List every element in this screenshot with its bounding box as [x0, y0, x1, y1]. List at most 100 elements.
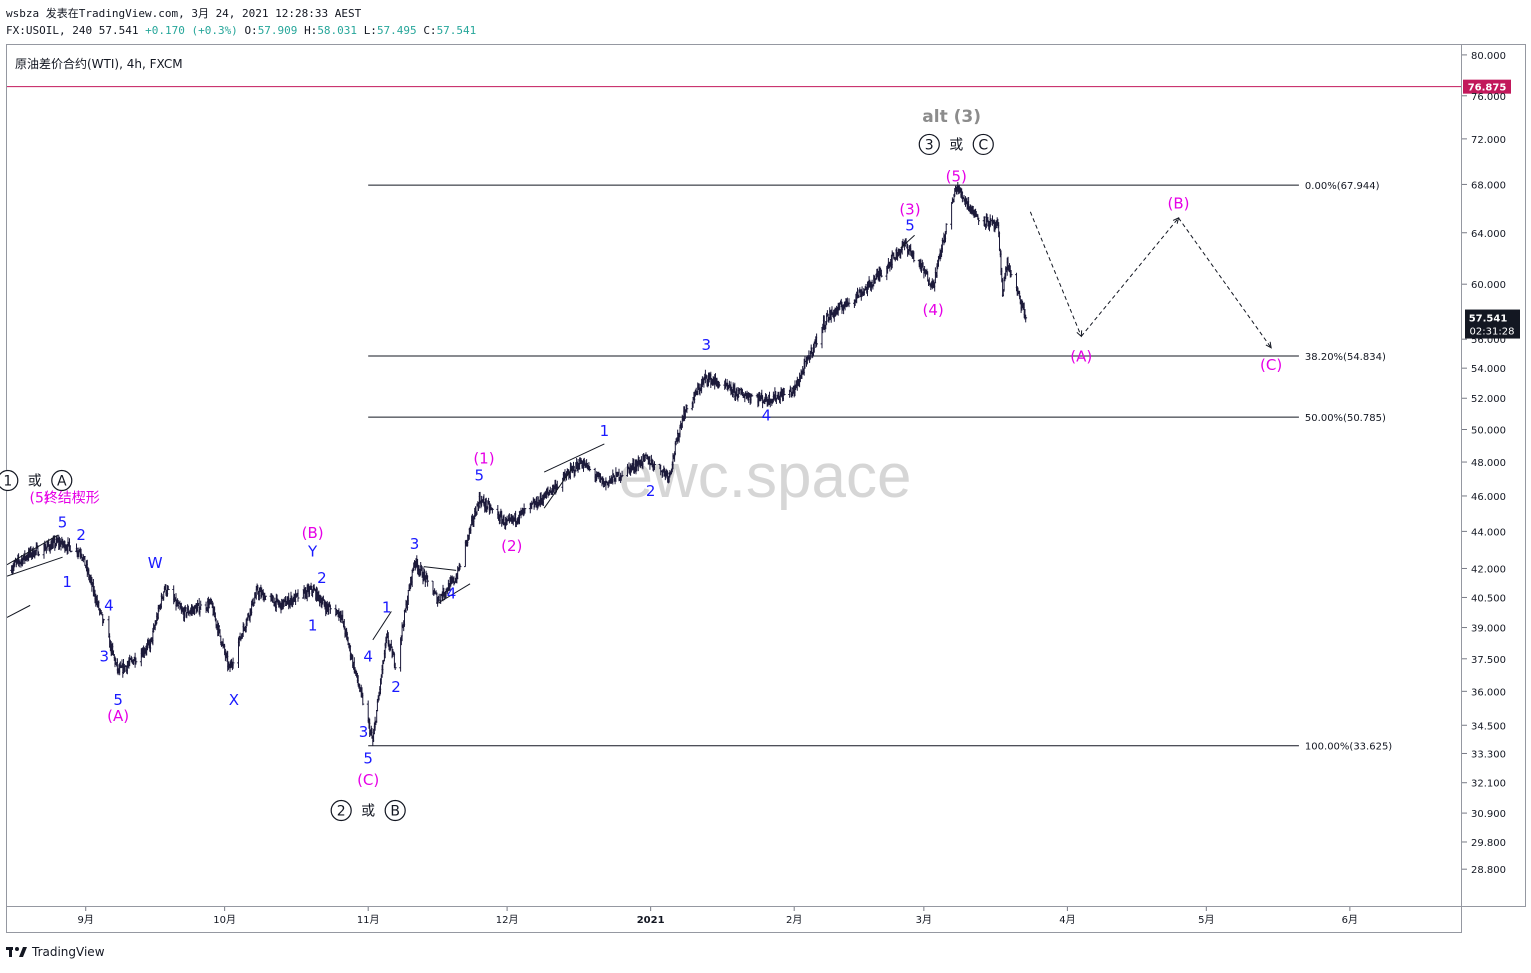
wave-label: 5: [113, 691, 123, 709]
wave-label: (C): [1260, 356, 1282, 374]
degree-circle: [918, 133, 940, 156]
price-axis[interactable]: [1462, 44, 1526, 907]
projection-segment: [1178, 217, 1272, 349]
x-tick-label: 10月: [213, 914, 236, 926]
ohlc-line: FX:USOIL, 240 57.541 +0.170 (+0.3%) O:57…: [6, 22, 476, 39]
y-tick-label: 30.900: [1471, 809, 1506, 820]
y-tick-label: 48.000: [1471, 458, 1506, 469]
wave-label: 1: [382, 598, 392, 616]
y-tick-label: 52.000: [1471, 394, 1506, 405]
wave-label: W: [148, 554, 163, 572]
x-tick-label: 3月: [916, 914, 932, 926]
y-tick-label: 42.000: [1471, 564, 1506, 575]
wave-label: (C): [357, 771, 379, 789]
annotation-label: 终结楔形: [44, 491, 100, 507]
degree-connector: 或: [361, 804, 375, 820]
degree-symbol: 2: [337, 804, 346, 820]
wave-label: 4: [762, 406, 772, 424]
chart-header: wsbza 发表在TradingView.com, 3月 24, 2021 12…: [6, 5, 476, 39]
fib-level-label: 100.00%(33.625): [1305, 742, 1392, 753]
x-tick-label: 2021: [637, 915, 665, 926]
x-tick-label: 6月: [1342, 914, 1358, 926]
open-value: 57.909: [257, 24, 298, 37]
bar-countdown-label: 02:31:28: [1470, 327, 1515, 338]
wave-label: 2: [76, 526, 86, 544]
series-legend: 原油差价合约(WTI), 4h, FXCM: [15, 57, 183, 71]
fib-level-label: 38.20%(54.834): [1305, 352, 1386, 363]
wedge-trendline: [543, 468, 573, 509]
x-tick-label: 11月: [357, 914, 380, 926]
degree-circle: [51, 469, 73, 492]
wave-label: 3: [410, 535, 420, 553]
wave-label: (B): [302, 524, 324, 542]
wave-label: 1: [62, 573, 72, 591]
close-label: C:: [423, 24, 437, 37]
wave-label: X: [229, 691, 239, 709]
annotation-label: alt (3): [922, 107, 981, 127]
degree-circle: [0, 469, 19, 492]
y-tick-label: 28.800: [1471, 865, 1506, 876]
x-tick-label: 4月: [1059, 914, 1075, 926]
change-value: +0.170 (+0.3%): [145, 24, 238, 37]
wave-label: Y: [307, 543, 318, 561]
y-tick-label: 32.100: [1471, 779, 1506, 790]
wedge-trendline: [7, 604, 31, 618]
fib-level-label: 50.00%(50.785): [1305, 413, 1386, 424]
degree-symbol: 3: [925, 137, 934, 153]
y-tick-label: 80.000: [1471, 51, 1506, 62]
y-tick-label: 72.000: [1471, 135, 1506, 146]
y-tick-label: 76.000: [1471, 92, 1506, 103]
wave-label: 5: [905, 216, 915, 234]
wave-label: (B): [1168, 194, 1190, 212]
low-value: 57.495: [376, 24, 417, 37]
wave-label: 2: [391, 678, 401, 696]
y-tick-label: 46.000: [1471, 492, 1506, 503]
y-tick-label: 64.000: [1471, 229, 1506, 240]
x-tick-label: 2月: [786, 914, 802, 926]
alert-price-tag: [1463, 79, 1511, 94]
wedge-trendline: [372, 611, 392, 641]
wave-label: (1): [473, 450, 494, 468]
degree-connector: 或: [28, 474, 42, 490]
wave-label: 1: [600, 422, 610, 440]
last-price-label: 57.541: [1469, 314, 1508, 325]
degree-circle: [330, 799, 352, 822]
candlestick-series: [10, 182, 1028, 746]
y-tick-label: 56.000: [1471, 335, 1506, 346]
y-tick-label: 29.800: [1471, 838, 1506, 849]
wave-label: 4: [104, 596, 114, 614]
annotation-label: (5): [29, 491, 49, 507]
wave-label: (A): [1070, 347, 1092, 365]
wave-label: 5: [475, 466, 485, 484]
last-price-tag: [1465, 309, 1520, 339]
y-tick-label: 36.000: [1471, 687, 1506, 698]
wave-label: 4: [363, 648, 373, 666]
y-tick-label: 37.500: [1471, 655, 1506, 666]
wave-label: (A): [107, 707, 129, 725]
wedge-trendline: [7, 556, 63, 577]
wedge-trendline: [900, 234, 915, 249]
footer: TradingView: [6, 945, 105, 959]
projection-segment: [1029, 211, 1082, 337]
footer-brand: TradingView: [32, 945, 105, 959]
open-label: O:: [244, 24, 258, 37]
degree-symbol: C: [978, 137, 988, 153]
symbol-interval: FX:USOIL, 240: [6, 24, 93, 37]
wave-label: 4: [447, 585, 457, 603]
y-tick-label: 54.000: [1471, 364, 1506, 375]
degree-symbol: B: [390, 804, 400, 820]
time-axis[interactable]: [6, 907, 1462, 933]
degree-symbol: 1: [3, 474, 12, 490]
publish-info: wsbza 发表在TradingView.com, 3月 24, 2021 12…: [6, 7, 362, 20]
high-label: H:: [304, 24, 318, 37]
wave-label: 3: [359, 723, 369, 741]
wedge-trendline: [543, 443, 605, 473]
y-tick-label: 34.500: [1471, 721, 1506, 732]
y-tick-label: 50.000: [1471, 426, 1506, 437]
wedge-trendline: [423, 566, 457, 571]
x-tick-label: 5月: [1198, 914, 1214, 926]
